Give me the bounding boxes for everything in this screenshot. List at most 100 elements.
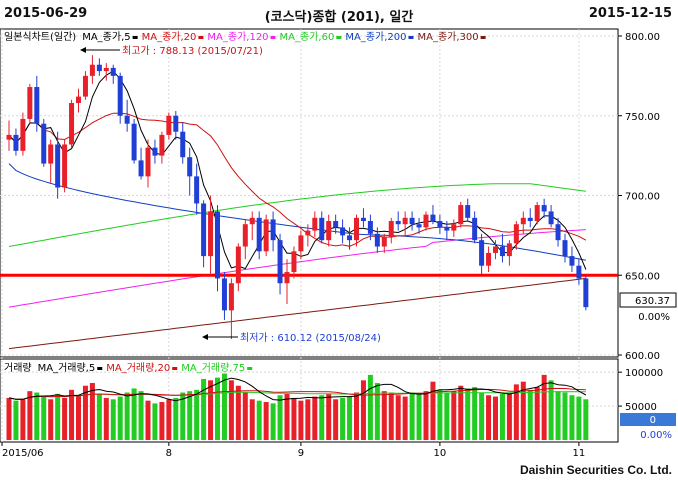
volume-bar bbox=[89, 383, 95, 440]
candle-body bbox=[423, 214, 429, 228]
volume-bar bbox=[221, 373, 227, 440]
candle-body bbox=[55, 144, 61, 188]
volume-legend-item: MA_거래량,20 bbox=[106, 362, 170, 374]
volume-bar bbox=[381, 391, 387, 440]
candle-body bbox=[402, 217, 408, 225]
candle-body bbox=[284, 272, 290, 284]
date-tick-label: 11 bbox=[573, 448, 586, 459]
candle-body bbox=[333, 221, 339, 228]
price-legend-marker bbox=[270, 36, 276, 39]
last-volume: 0 bbox=[650, 415, 656, 426]
volume-bar bbox=[131, 388, 137, 440]
volume-bar bbox=[152, 403, 158, 440]
candle-body bbox=[326, 221, 332, 241]
price-legend-marker bbox=[336, 36, 342, 39]
price-tick-label: 650.00 bbox=[625, 271, 660, 282]
volume-bar bbox=[479, 392, 485, 440]
candle-body bbox=[82, 75, 88, 97]
price-change: 0.00% bbox=[638, 312, 670, 323]
candle-body bbox=[180, 131, 186, 158]
volume-legend-item: MA_거래량,75 bbox=[181, 362, 245, 374]
price-panel-frame bbox=[0, 28, 619, 358]
volume-bar bbox=[41, 396, 47, 440]
price-legend-item: MA_종가,300 bbox=[417, 31, 478, 43]
candle-body bbox=[96, 64, 102, 72]
candle-body bbox=[152, 147, 158, 156]
date-tick-label: 9 bbox=[298, 448, 304, 459]
candle-body bbox=[173, 115, 179, 132]
volume-bar bbox=[76, 395, 81, 440]
volume-bar bbox=[513, 384, 519, 440]
volume-bar bbox=[20, 399, 26, 440]
volume-bar bbox=[27, 391, 33, 440]
volume-bar bbox=[499, 393, 505, 440]
ma5-line bbox=[8, 70, 587, 270]
volume-bar bbox=[180, 392, 186, 440]
price-legend-item: MA_종가,60 bbox=[280, 31, 335, 43]
candle-body bbox=[347, 235, 353, 241]
volume-bar bbox=[326, 393, 332, 440]
price-legend-marker bbox=[408, 36, 414, 39]
last-price-box bbox=[619, 292, 677, 308]
ma20-line bbox=[8, 112, 587, 247]
date-axis: 2015/0689101112 bbox=[1, 442, 586, 459]
volume-bar bbox=[96, 393, 102, 440]
volume-bar bbox=[69, 389, 75, 440]
volume-legend: 거래량 MA_거래량,5 MA_거래량,20 MA_거래량,75 bbox=[4, 362, 253, 374]
volume-bar bbox=[284, 393, 290, 440]
volume-bar bbox=[249, 399, 255, 440]
volume-bar bbox=[215, 377, 220, 440]
high-annotation: 최고가 : 788.13 (2015/07/21) bbox=[80, 45, 263, 57]
price-legend-item: MA_종가,120 bbox=[207, 31, 268, 43]
candle-body bbox=[340, 227, 346, 236]
candle-body bbox=[305, 230, 311, 236]
candle-body bbox=[367, 221, 373, 234]
price-legend: 일본식차트(일간) MA_종가,5 MA_종가,20 MA_종가,120 MA_종가,6… bbox=[4, 31, 486, 43]
volume-bar bbox=[117, 396, 123, 440]
volume-bar bbox=[576, 396, 582, 440]
date-tick-label: 8 bbox=[166, 448, 172, 459]
volume-bar bbox=[305, 399, 311, 440]
brand-footer: Daishin Securities Co. Ltd. bbox=[519, 463, 672, 477]
volume-bar bbox=[520, 381, 526, 440]
volume-bar bbox=[444, 392, 450, 440]
volume-bar bbox=[13, 400, 19, 440]
price-tick-label: 600.00 bbox=[625, 351, 660, 362]
candle-body bbox=[228, 283, 234, 311]
candle-body bbox=[194, 176, 200, 204]
candle-body bbox=[534, 205, 540, 222]
volume-legend-marker bbox=[97, 367, 103, 370]
volume-bar bbox=[402, 396, 408, 440]
volume-bar bbox=[430, 381, 436, 440]
candle-body bbox=[249, 217, 255, 225]
candle-body bbox=[513, 224, 519, 244]
candle-body bbox=[138, 160, 144, 177]
candle-body bbox=[263, 219, 269, 252]
ma300-line bbox=[8, 277, 586, 350]
candle-body bbox=[451, 224, 457, 231]
svg-text:최고가 : 788.13 (2015/07/21): 최고가 : 788.13 (2015/07/21) bbox=[122, 45, 263, 57]
candle-body bbox=[416, 224, 422, 228]
volume-ma-lines bbox=[8, 377, 587, 402]
title-bar: 2015-06-29 (코스닥)종합 (201), 일간 2015-12-15 bbox=[0, 0, 678, 28]
volume-bar bbox=[228, 380, 234, 440]
price-legend-item: MA_종가,20 bbox=[142, 31, 197, 43]
candle-body bbox=[89, 64, 95, 76]
high-annotation-text: 최고가 : 788.13 (2015/07/21) bbox=[122, 45, 263, 57]
volume-bar bbox=[569, 395, 575, 440]
moving-average-lines bbox=[8, 70, 587, 350]
low-annotation: 최저가 : 610.12 (2015/08/24) bbox=[202, 332, 381, 344]
candle-body bbox=[159, 134, 165, 156]
candle-body bbox=[242, 224, 248, 247]
chart-title: (코스닥)종합 (201), 일간 bbox=[264, 10, 414, 25]
volume-axis: 100000 50000 bbox=[618, 368, 663, 413]
volume-bar bbox=[270, 403, 276, 440]
volume-bar bbox=[409, 392, 415, 440]
volume-bar bbox=[562, 392, 568, 440]
candle-body bbox=[409, 217, 415, 225]
volume-bar bbox=[138, 391, 144, 440]
volume-bar bbox=[367, 374, 373, 440]
candle-body bbox=[499, 246, 505, 257]
candle-body bbox=[256, 217, 262, 252]
